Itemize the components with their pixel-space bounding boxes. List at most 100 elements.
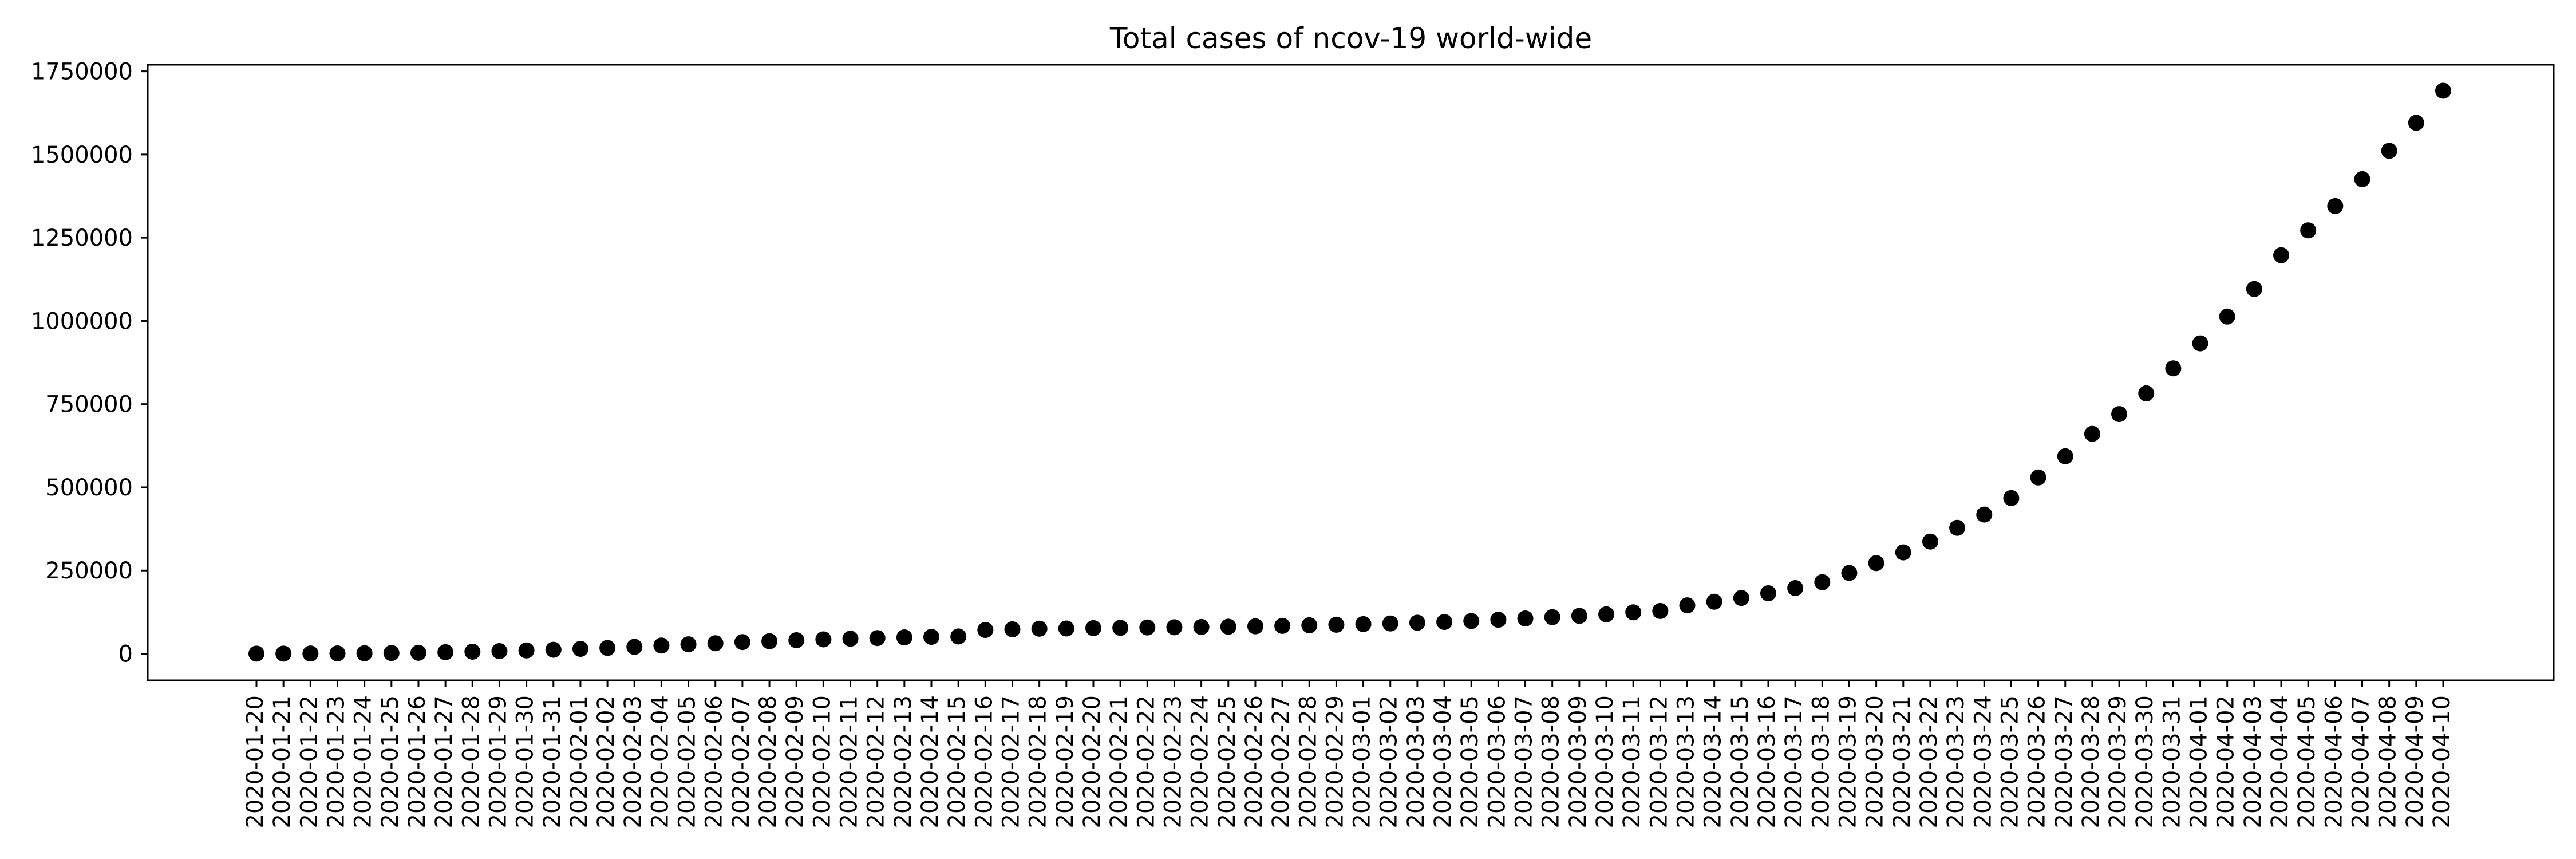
x-tick-label: 2020-04-08: [2375, 695, 2401, 828]
x-tick-label: 2020-03-23: [1943, 695, 1969, 828]
data-point: [545, 641, 562, 658]
x-tick-label: 2020-02-05: [674, 695, 701, 828]
x-tick-label: 2020-03-18: [1808, 695, 1834, 828]
x-tick-label: 2020-02-10: [809, 695, 835, 828]
x-tick-label: 2020-01-24: [350, 695, 377, 828]
data-point: [653, 637, 670, 654]
data-point: [2219, 308, 2235, 325]
x-tick-label: 2020-02-29: [1322, 695, 1348, 828]
x-tick-label: 2020-03-10: [1592, 695, 1618, 828]
x-tick-label: 2020-02-01: [566, 695, 592, 828]
y-tick-label: 250000: [45, 558, 133, 584]
data-point: [275, 645, 292, 662]
y-tick-label: 1500000: [31, 142, 133, 168]
data-point: [734, 634, 750, 651]
x-tick-label: 2020-03-01: [1349, 695, 1376, 828]
data-point: [1085, 620, 1101, 636]
data-point: [2246, 281, 2262, 297]
y-tick-label: 1750000: [31, 59, 133, 85]
data-point: [2408, 115, 2424, 131]
data-point: [410, 644, 426, 661]
data-point: [1220, 618, 1236, 635]
y-tick-label: 0: [118, 641, 133, 668]
x-tick-label: 2020-02-18: [1025, 695, 1052, 828]
x-tick-label: 2020-04-07: [2348, 695, 2374, 828]
data-point: [1409, 614, 1425, 631]
y-tick-label: 750000: [45, 392, 133, 418]
x-tick-label: 2020-04-09: [2402, 695, 2428, 828]
data-point: [1112, 620, 1129, 636]
x-tick-label: 2020-04-01: [2186, 695, 2212, 828]
x-tick-label: 2020-03-17: [1781, 695, 1807, 828]
x-tick-label: 2020-02-23: [1160, 695, 1186, 828]
data-point: [1382, 615, 1398, 632]
data-point: [2165, 360, 2182, 377]
data-point: [1463, 613, 1480, 629]
x-tick-label: 2020-02-03: [620, 695, 646, 828]
x-tick-label: 2020-03-11: [1619, 695, 1645, 828]
data-point: [1976, 506, 1993, 523]
data-point: [761, 633, 778, 649]
data-point: [464, 643, 481, 660]
x-tick-label: 2020-03-02: [1376, 695, 1402, 828]
y-axis: 0 250000 500000 750000 1000000 1250000 1500000…: [31, 59, 148, 668]
data-points: [248, 82, 2451, 662]
data-point: [1139, 619, 1156, 636]
x-tick-label: 2020-03-27: [2051, 695, 2077, 828]
y-tick-label: 1000000: [31, 308, 133, 334]
data-point: [1301, 617, 1318, 633]
x-tick-label: 2020-03-28: [2078, 695, 2104, 828]
x-tick-label: 2020-03-14: [1700, 695, 1726, 828]
x-tick-label: 2020-03-19: [1835, 695, 1861, 828]
data-point: [518, 642, 535, 659]
data-point: [2435, 82, 2451, 99]
x-tick-label: 2020-03-09: [1565, 695, 1591, 828]
x-tick-label: 2020-03-05: [1457, 695, 1483, 828]
data-point: [1841, 565, 1858, 581]
data-point: [1517, 610, 1534, 627]
x-tick-label: 2020-03-04: [1430, 695, 1456, 828]
x-tick-label: 2020-03-03: [1403, 695, 1429, 828]
data-point: [2111, 406, 2128, 423]
data-point: [1166, 619, 1183, 636]
x-tick-label: 2020-01-23: [323, 695, 349, 828]
x-tick-label: 2020-03-29: [2105, 695, 2131, 828]
data-point: [1652, 602, 1669, 619]
x-tick-label: 2020-03-24: [1970, 695, 1996, 828]
data-point: [788, 632, 805, 648]
x-tick-label: 2020-02-14: [917, 695, 943, 828]
x-tick-label: 2020-03-26: [2024, 695, 2050, 828]
data-point: [1247, 618, 1263, 635]
x-tick-label: 2020-02-17: [998, 695, 1024, 828]
data-point: [1922, 533, 1938, 550]
data-point: [815, 631, 832, 648]
data-point: [1571, 608, 1587, 624]
data-point: [680, 636, 697, 653]
x-tick-label: 2020-01-27: [431, 695, 457, 828]
data-point: [896, 629, 912, 646]
x-tick-label: 2020-02-02: [593, 695, 619, 828]
x-tick-label: 2020-03-07: [1511, 695, 1538, 828]
data-point: [2030, 469, 2046, 486]
x-tick-label: 2020-03-08: [1538, 695, 1564, 828]
x-tick-label: 2020-04-02: [2213, 695, 2239, 828]
x-tick-label: 2020-04-03: [2240, 695, 2266, 828]
data-point: [1355, 616, 1372, 632]
x-tick-label: 2020-02-25: [1214, 695, 1240, 828]
data-point: [1787, 580, 1804, 596]
data-point: [2273, 247, 2290, 263]
data-point: [302, 645, 319, 662]
x-tick-label: 2020-03-12: [1646, 695, 1672, 828]
x-tick-label: 2020-02-04: [647, 695, 673, 828]
x-tick-label: 2020-03-25: [1997, 695, 2023, 828]
x-tick-label: 2020-02-08: [755, 695, 781, 828]
x-tick-label: 2020-04-10: [2429, 695, 2455, 828]
data-point: [842, 631, 859, 647]
x-tick-label: 2020-02-13: [890, 695, 916, 828]
x-tick-label: 2020-03-06: [1484, 695, 1510, 828]
x-tick-label: 2020-03-22: [1916, 695, 1942, 828]
data-point: [2354, 171, 2370, 187]
data-point: [1058, 620, 1074, 637]
x-tick-label: 2020-01-31: [539, 695, 566, 828]
plot-area-frame: [147, 64, 2555, 681]
